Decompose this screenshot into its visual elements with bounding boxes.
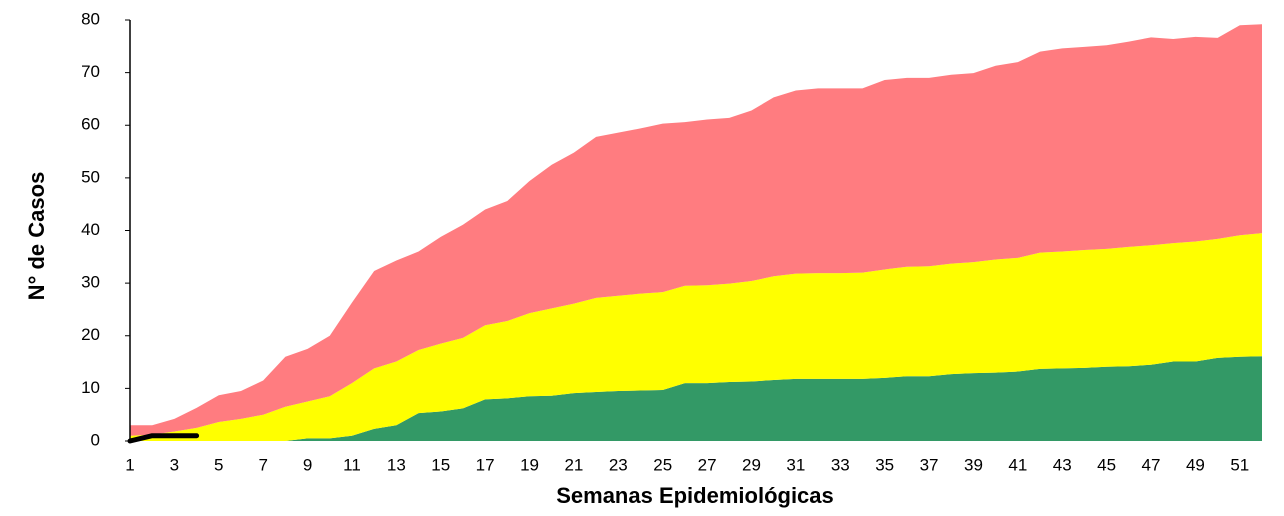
x-tick-label: 13	[387, 455, 406, 474]
x-tick-label: 3	[170, 455, 179, 474]
x-tick-label: 17	[476, 455, 495, 474]
x-tick-label: 5	[214, 455, 223, 474]
y-tick-label: 10	[81, 378, 100, 397]
x-tick-label: 43	[1053, 455, 1072, 474]
line	[127, 433, 200, 444]
x-tick-label: 35	[875, 455, 894, 474]
x-tick-label: 23	[609, 455, 628, 474]
y-tick-label: 70	[81, 62, 100, 81]
x-tick-label: 9	[303, 455, 312, 474]
x-tick-label: 51	[1230, 455, 1249, 474]
x-tick-label: 27	[698, 455, 717, 474]
x-tick-label: 1	[125, 455, 134, 474]
y-tick-label: 50	[81, 167, 100, 186]
x-tick-label: 41	[1008, 455, 1027, 474]
y-tick-label: 0	[91, 430, 100, 449]
x-tick-label: 29	[742, 455, 761, 474]
x-tick-label: 15	[431, 455, 450, 474]
y-tick-label: 30	[81, 273, 100, 292]
x-tick-label: 19	[520, 455, 539, 474]
area	[130, 356, 1262, 441]
area	[130, 24, 1262, 436]
x-tick-label: 47	[1142, 455, 1161, 474]
x-tick-label: 45	[1097, 455, 1116, 474]
y-tick-label: 60	[81, 115, 100, 134]
x-tick-label: 33	[831, 455, 850, 474]
x-tick-label: 25	[653, 455, 672, 474]
x-tick-label: 39	[964, 455, 983, 474]
x-tick-label: 21	[564, 455, 583, 474]
x-axis-title: Semanas Epidemiológicas	[556, 483, 834, 508]
x-tick-label: 37	[920, 455, 939, 474]
y-tick-label: 20	[81, 325, 100, 344]
x-tick-label: 31	[786, 455, 805, 474]
area	[130, 233, 1262, 441]
y-tick-label: 80	[81, 9, 100, 28]
y-tick-label: 40	[81, 220, 100, 239]
x-tick-label: 49	[1186, 455, 1205, 474]
x-tick-label: 7	[258, 455, 267, 474]
y-axis-title: N° de Casos	[24, 172, 49, 301]
x-tick-label: 11	[343, 455, 361, 474]
